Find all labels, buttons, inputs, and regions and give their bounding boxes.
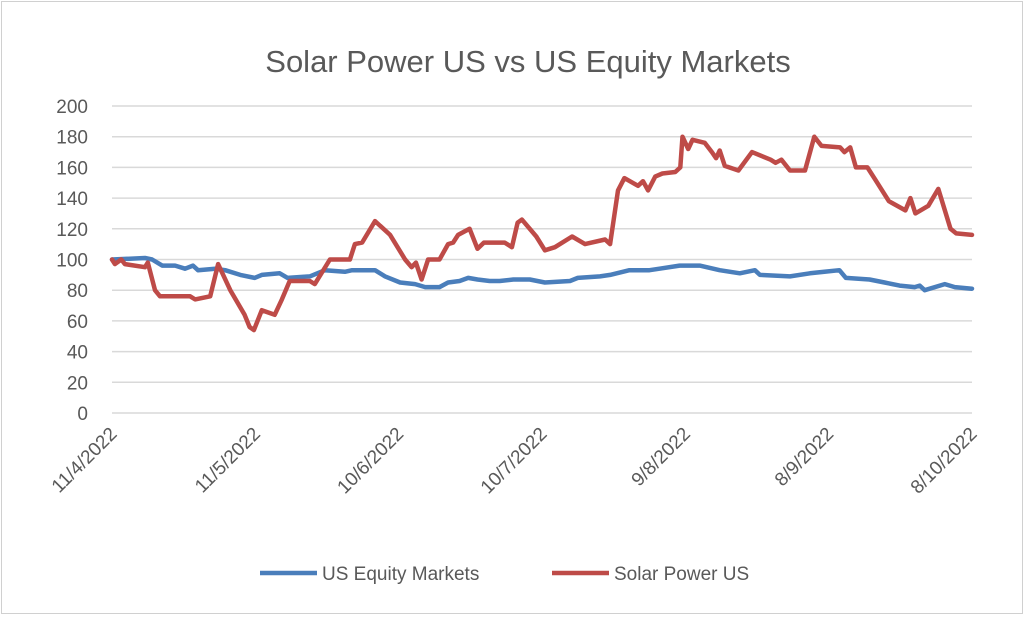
- y-tick-label: 100: [56, 251, 88, 272]
- x-tick-label: 10/6/2022: [334, 424, 409, 499]
- x-tick-label: 8/9/2022: [771, 424, 838, 491]
- y-tick-label: 180: [56, 128, 88, 149]
- series-lines: [109, 134, 975, 333]
- series-line-solar-power-us: [109, 134, 975, 333]
- legend: US Equity Markets Solar Power US: [260, 564, 749, 585]
- legend-label: Solar Power US: [614, 564, 749, 585]
- y-tick-label: 80: [67, 281, 88, 302]
- legend-label: US Equity Markets: [322, 564, 479, 585]
- x-tick-label: 11/4/2022: [48, 424, 122, 498]
- gridlines: [112, 105, 972, 414]
- y-tick-label: 0: [77, 404, 88, 425]
- y-tick-label: 160: [56, 158, 88, 179]
- y-tick-label: 120: [56, 220, 88, 241]
- series-line-us-equity-markets: [109, 255, 975, 293]
- y-axis: 0 20 40 60 80 100 120 140 160 180 200: [56, 97, 88, 425]
- x-tick-label: 10/7/2022: [477, 424, 552, 499]
- x-tick-label: 8/10/2022: [907, 424, 982, 499]
- y-tick-label: 140: [56, 189, 88, 210]
- y-tick-label: 20: [67, 373, 88, 394]
- chart-title: Solar Power US vs US Equity Markets: [265, 44, 790, 79]
- y-tick-label: 60: [67, 312, 88, 333]
- y-tick-label: 40: [67, 343, 88, 364]
- x-axis: 11/4/2022 11/5/2022 10/6/2022 10/7/2022 9/8/…: [48, 424, 982, 499]
- x-tick-label: 11/5/2022: [191, 424, 265, 498]
- x-tick-label: 9/8/2022: [628, 424, 695, 491]
- y-tick-label: 200: [56, 97, 88, 118]
